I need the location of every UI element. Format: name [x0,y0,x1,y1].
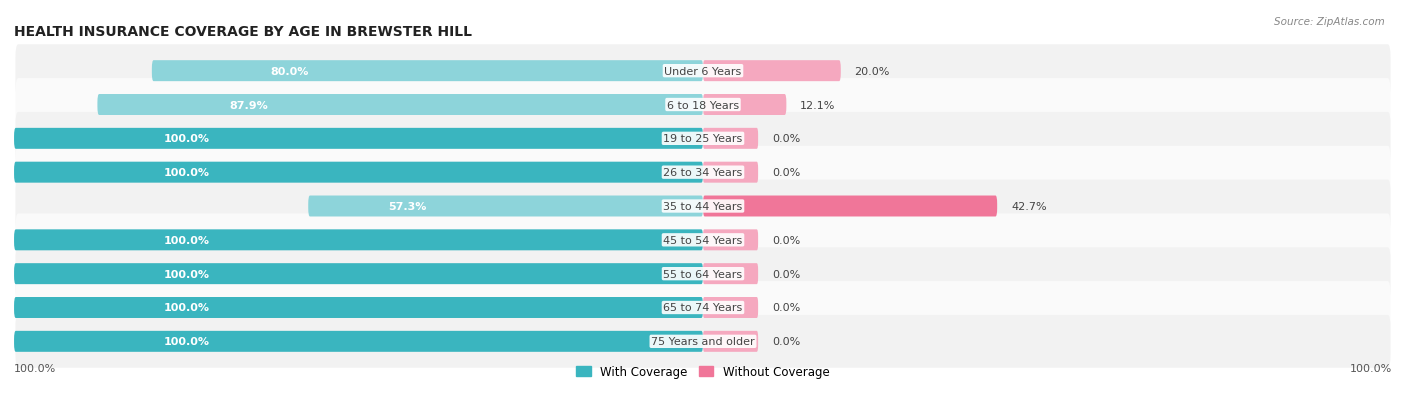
FancyBboxPatch shape [703,196,997,217]
Text: 75 Years and older: 75 Years and older [651,337,755,347]
Text: 20.0%: 20.0% [855,66,890,76]
FancyBboxPatch shape [152,61,703,82]
FancyBboxPatch shape [15,79,1391,132]
FancyBboxPatch shape [15,214,1391,266]
Text: 0.0%: 0.0% [772,303,800,313]
FancyBboxPatch shape [703,230,758,251]
Text: 0.0%: 0.0% [772,337,800,347]
FancyBboxPatch shape [14,331,703,352]
Text: 100.0%: 100.0% [163,337,209,347]
Text: 100.0%: 100.0% [163,134,209,144]
FancyBboxPatch shape [308,196,703,217]
FancyBboxPatch shape [15,147,1391,199]
Text: 19 to 25 Years: 19 to 25 Years [664,134,742,144]
Text: 0.0%: 0.0% [772,134,800,144]
FancyBboxPatch shape [15,315,1391,368]
Text: 12.1%: 12.1% [800,100,835,110]
Text: 0.0%: 0.0% [772,168,800,178]
Text: 55 to 64 Years: 55 to 64 Years [664,269,742,279]
FancyBboxPatch shape [14,230,703,251]
FancyBboxPatch shape [15,248,1391,300]
Text: HEALTH INSURANCE COVERAGE BY AGE IN BREWSTER HILL: HEALTH INSURANCE COVERAGE BY AGE IN BREW… [14,25,472,39]
Text: 42.7%: 42.7% [1011,202,1046,211]
FancyBboxPatch shape [703,61,841,82]
Text: 100.0%: 100.0% [163,269,209,279]
Text: 45 to 54 Years: 45 to 54 Years [664,235,742,245]
Text: 80.0%: 80.0% [270,66,309,76]
FancyBboxPatch shape [15,180,1391,233]
Text: Under 6 Years: Under 6 Years [665,66,741,76]
FancyBboxPatch shape [703,263,758,285]
Text: 6 to 18 Years: 6 to 18 Years [666,100,740,110]
FancyBboxPatch shape [15,281,1391,334]
Text: 100.0%: 100.0% [163,303,209,313]
Text: 26 to 34 Years: 26 to 34 Years [664,168,742,178]
FancyBboxPatch shape [703,297,758,318]
FancyBboxPatch shape [14,263,703,285]
FancyBboxPatch shape [14,128,703,150]
Text: Source: ZipAtlas.com: Source: ZipAtlas.com [1274,17,1385,26]
FancyBboxPatch shape [703,128,758,150]
Text: 0.0%: 0.0% [772,269,800,279]
FancyBboxPatch shape [14,162,703,183]
Text: 35 to 44 Years: 35 to 44 Years [664,202,742,211]
FancyBboxPatch shape [15,45,1391,98]
Text: 0.0%: 0.0% [772,235,800,245]
Text: 87.9%: 87.9% [229,100,269,110]
Text: 100.0%: 100.0% [1350,363,1392,373]
FancyBboxPatch shape [97,95,703,116]
Text: 57.3%: 57.3% [388,202,426,211]
FancyBboxPatch shape [15,113,1391,165]
Text: 100.0%: 100.0% [14,363,56,373]
FancyBboxPatch shape [703,95,786,116]
FancyBboxPatch shape [703,331,758,352]
Text: 100.0%: 100.0% [163,168,209,178]
FancyBboxPatch shape [14,297,703,318]
Legend: With Coverage, Without Coverage: With Coverage, Without Coverage [572,360,834,383]
Text: 65 to 74 Years: 65 to 74 Years [664,303,742,313]
Text: 100.0%: 100.0% [163,235,209,245]
FancyBboxPatch shape [703,162,758,183]
